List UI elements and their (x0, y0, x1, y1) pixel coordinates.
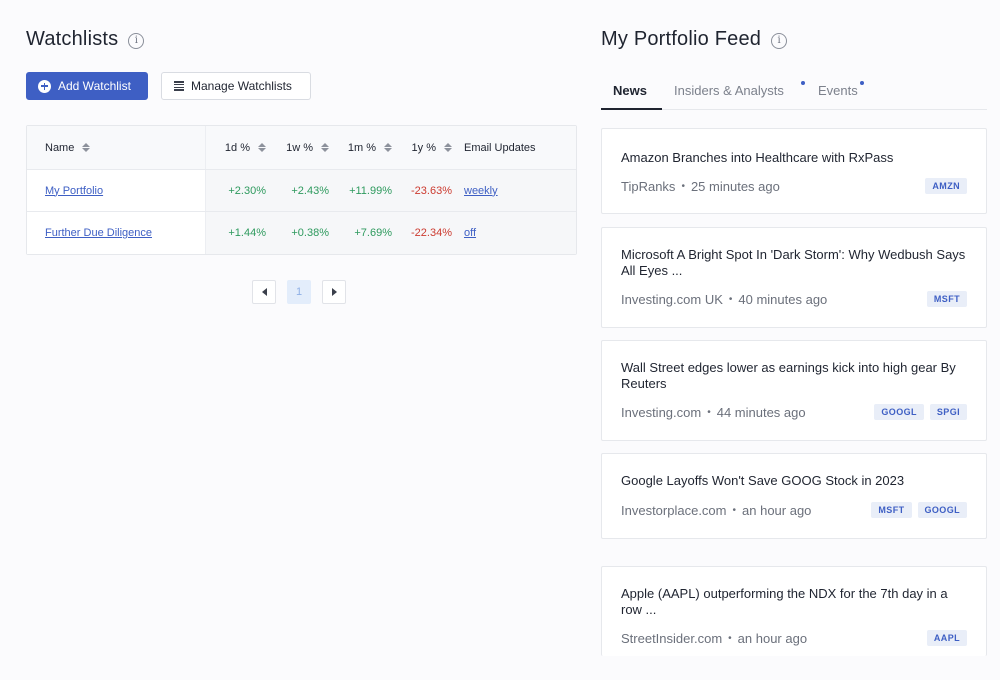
change-1y: -22.34% (411, 227, 452, 239)
manage-watchlists-label: Manage Watchlists (191, 79, 292, 93)
news-source: Investing.com UK (621, 292, 723, 307)
sort-icon[interactable] (321, 142, 329, 153)
email-updates-link[interactable]: off (464, 227, 477, 239)
ticker-badges: AMZN (925, 178, 967, 194)
news-source: Investing.com (621, 405, 702, 420)
news-card[interactable]: Microsoft A Bright Spot In 'Dark Storm':… (601, 227, 987, 328)
news-time: 44 minutes ago (716, 405, 806, 420)
table-row: Further Due Diligence +1.44% +0.38% +7.6… (27, 212, 576, 254)
news-time: 40 minutes ago (738, 292, 828, 307)
watchlist-link[interactable]: My Portfolio (45, 184, 104, 197)
sort-icon[interactable] (444, 142, 452, 153)
chevron-left-icon (261, 288, 267, 296)
ticker-badge[interactable]: MSFT (871, 502, 912, 518)
watchlist-actions: Add Watchlist Manage Watchlists (26, 72, 311, 100)
tab-news[interactable]: News (601, 73, 662, 110)
news-time: 25 minutes ago (690, 179, 780, 194)
list-icon (174, 81, 184, 91)
news-card[interactable]: Google Layoffs Won't Save GOOG Stock in … (601, 453, 987, 539)
change-1d: +1.44% (228, 227, 266, 239)
ticker-badges: GOOGL SPGI (874, 404, 967, 420)
news-headline[interactable]: Microsoft A Bright Spot In 'Dark Storm':… (621, 247, 966, 278)
news-meta: Investorplace.com • an hour ago (621, 503, 812, 518)
watchlists-header: Watchlists i (26, 28, 145, 51)
ticker-badge[interactable]: MSFT (926, 291, 967, 307)
table-row: My Portfolio +2.30% +2.43% +11.99% -23.6… (27, 170, 576, 212)
add-watchlist-label: Add Watchlist (58, 79, 131, 93)
change-1m: +7.69% (354, 227, 392, 239)
watchlist-link[interactable]: Further Due Diligence (45, 227, 152, 239)
news-meta: Investing.com • 44 minutes ago (621, 405, 806, 420)
notification-dot (801, 81, 805, 85)
ticker-badge[interactable]: AAPL (926, 630, 967, 646)
add-watchlist-button[interactable]: Add Watchlist (26, 72, 148, 100)
column-header-name[interactable]: Name (27, 126, 206, 169)
news-card[interactable]: Amazon Branches into Healthcare with RxP… (601, 128, 987, 214)
column-header-email-updates: Email Updates (464, 141, 536, 154)
change-1d: +2.30% (228, 184, 266, 197)
column-header-1w[interactable]: 1w % (266, 126, 329, 169)
sort-icon[interactable] (258, 142, 266, 153)
ticker-badges: MSFT GOOGL (871, 502, 967, 518)
email-updates-link[interactable]: weekly (464, 184, 498, 197)
chevron-right-icon (331, 288, 337, 296)
column-header-1d[interactable]: 1d % (206, 126, 266, 169)
news-source: TipRanks (621, 179, 676, 194)
news-meta: StreetInsider.com • an hour ago (621, 631, 808, 646)
change-1w: +0.38% (291, 227, 329, 239)
ticker-badge[interactable]: SPGI (929, 404, 967, 420)
table-header: Name 1d % 1w % 1m % 1y % Email Updates (27, 126, 576, 170)
news-card[interactable]: Apple (AAPL) outperforming the NDX for t… (601, 566, 987, 656)
news-headline[interactable]: Amazon Branches into Healthcare with RxP… (621, 150, 894, 165)
news-headline[interactable]: Apple (AAPL) outperforming the NDX for t… (621, 586, 948, 617)
change-1w: +2.43% (291, 184, 329, 197)
news-source: Investorplace.com (621, 503, 727, 518)
next-page-button[interactable] (322, 280, 346, 304)
ticker-badges: AAPL (926, 630, 967, 646)
tab-insiders-analysts[interactable]: Insiders & Analysts (674, 73, 805, 110)
column-header-1m[interactable]: 1m % (329, 126, 392, 169)
news-card[interactable]: Wall Street edges lower as earnings kick… (601, 340, 987, 441)
info-icon[interactable]: i (128, 32, 145, 49)
ticker-badge[interactable]: AMZN (925, 178, 967, 194)
news-headline[interactable]: Google Layoffs Won't Save GOOG Stock in … (621, 473, 905, 488)
pagination: 1 (252, 280, 346, 304)
news-meta: Investing.com UK • 40 minutes ago (621, 292, 828, 307)
sort-icon[interactable] (384, 142, 392, 153)
feed-title: My Portfolio Feed (601, 28, 762, 50)
feed-header: My Portfolio Feed i (601, 28, 788, 51)
page-number-button[interactable]: 1 (287, 280, 311, 304)
notification-dot (859, 81, 864, 85)
news-time: an hour ago (742, 503, 812, 518)
news-headline[interactable]: Wall Street edges lower as earnings kick… (621, 360, 956, 391)
plus-circle-icon (38, 79, 51, 93)
tab-events[interactable]: Events (818, 73, 864, 110)
ticker-badge[interactable]: GOOGL (874, 404, 924, 420)
ticker-badges: MSFT (926, 291, 967, 307)
news-meta: TipRanks • 25 minutes ago (621, 179, 780, 194)
watchlists-title: Watchlists (26, 28, 119, 50)
news-source: StreetInsider.com (621, 631, 723, 646)
watchlists-table: Name 1d % 1w % 1m % 1y % Email Updates (26, 125, 577, 255)
manage-watchlists-button[interactable]: Manage Watchlists (161, 72, 311, 100)
feed-tabs: News Insiders & Analysts Events (601, 73, 987, 110)
info-icon[interactable]: i (771, 32, 788, 49)
change-1y: -23.63% (411, 184, 452, 197)
change-1m: +11.99% (349, 184, 392, 197)
news-time: an hour ago (737, 631, 808, 646)
column-header-1y[interactable]: 1y % (392, 126, 452, 169)
ticker-badge[interactable]: GOOGL (917, 502, 967, 518)
prev-page-button[interactable] (252, 280, 276, 304)
sort-icon[interactable] (82, 142, 91, 153)
